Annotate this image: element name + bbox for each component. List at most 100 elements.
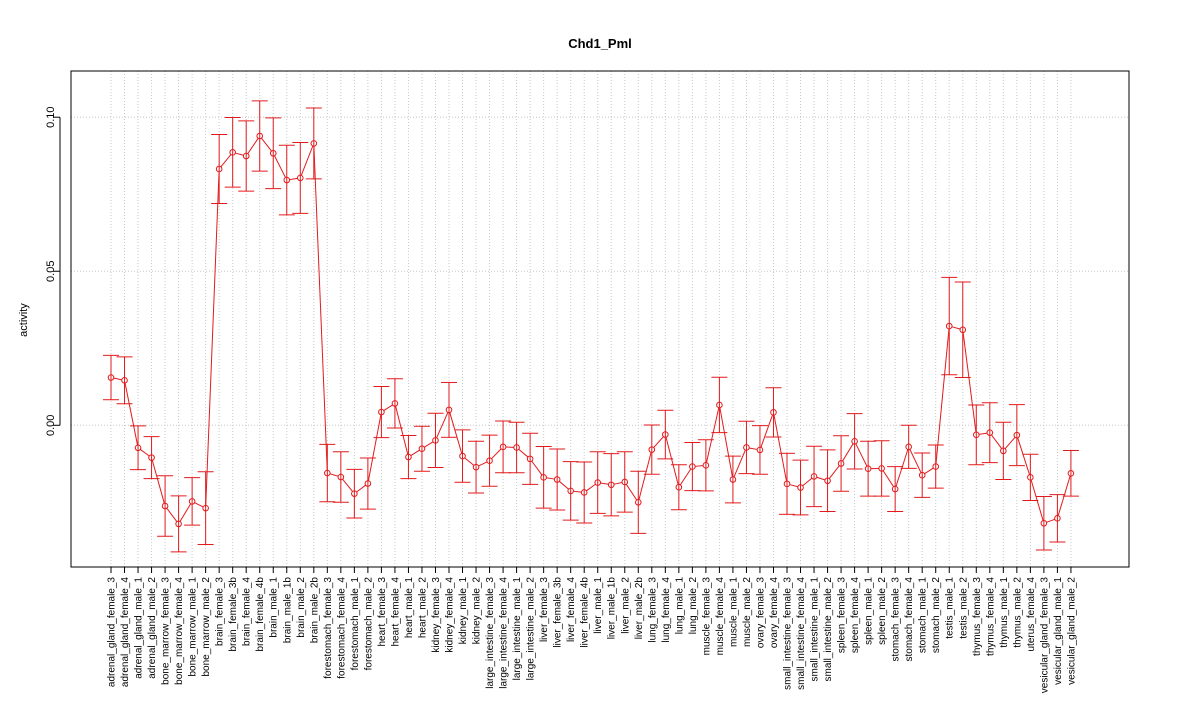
x-tick-label: muscle_female_4: [715, 577, 726, 656]
series-line-segment: [802, 477, 813, 487]
x-tick-label: brain_male_2: [296, 577, 307, 638]
x-tick-label: forestomach_male_2: [363, 577, 374, 671]
data-point: [729, 476, 737, 483]
data-point: [134, 444, 142, 452]
x-tick-label: large_intestine_female_4: [499, 577, 510, 689]
series-line-segment: [719, 407, 733, 477]
series-line-segment: [1030, 479, 1044, 521]
series-line-segment: [679, 468, 692, 486]
x-tick-label: brain_female_3: [215, 577, 226, 646]
x-tick-label: thymus_female_4: [985, 577, 996, 656]
series-line-segment: [531, 460, 543, 476]
data-point: [662, 431, 669, 438]
data-point: [797, 484, 804, 491]
series-line-segment: [749, 447, 758, 450]
series-line-segment: [140, 449, 150, 457]
chart-title: Chd1_Pml: [568, 36, 632, 51]
x-tick-label: large_intestine_male_1: [512, 577, 523, 681]
x-tick-label: adrenal_gland_male_2: [147, 577, 158, 679]
series-line-segment: [313, 146, 328, 471]
data-point: [932, 463, 940, 470]
x-tick-label: liver_female_4b: [580, 577, 591, 648]
series-line-segment: [665, 437, 679, 485]
series-line-segment: [882, 470, 895, 487]
series-line-segment: [274, 155, 286, 178]
series-line-segment: [828, 465, 840, 479]
x-tick-label: vesicular_gland_male_2: [1066, 577, 1077, 685]
data-point: [418, 445, 426, 452]
series-line-segment: [166, 507, 178, 522]
series-line-segment: [600, 482, 609, 485]
data-point: [1054, 515, 1061, 522]
y-axis-label: activity: [18, 303, 30, 337]
data-point: [445, 406, 453, 414]
series-line-segment: [464, 457, 475, 466]
data-point: [161, 502, 169, 510]
series-line-segment: [991, 434, 1003, 449]
data-point: [580, 489, 588, 496]
series-line-segment: [706, 407, 720, 463]
data-point: [310, 140, 318, 147]
x-tick-label: lung_female_3: [647, 577, 658, 643]
series-line-segment: [789, 484, 798, 488]
series-line-segment: [395, 406, 409, 455]
data-point: [986, 429, 994, 436]
series-line-segment: [367, 414, 382, 481]
x-tick-label: uterus_female_4: [1026, 577, 1037, 652]
series-line-segment: [909, 449, 922, 473]
x-tick-label: spleen_male_1: [864, 577, 875, 645]
data-point: [188, 498, 196, 505]
data-point: [499, 443, 507, 451]
series-line-segment: [329, 473, 339, 477]
data-point: [567, 487, 574, 495]
x-tick-label: stomach_male_1: [918, 577, 929, 654]
data-point: [607, 481, 615, 489]
series-line-segment: [289, 177, 298, 181]
x-tick-label: ovary_female_4: [769, 577, 780, 649]
series-line-segment: [491, 448, 502, 460]
x-tick-label: liver_male_1: [593, 577, 604, 634]
data-point: [634, 499, 642, 506]
data-point: [905, 443, 912, 451]
series-line-segment: [842, 443, 854, 462]
data-point: [648, 446, 656, 453]
series-line-segment: [951, 326, 961, 330]
x-tick-label: heart_female_3: [377, 577, 388, 647]
data-point: [945, 322, 953, 330]
data-point: [296, 174, 304, 182]
x-tick-label: lung_male_2: [688, 577, 699, 635]
series-line-segment: [924, 467, 934, 475]
data-point: [526, 455, 534, 463]
x-tick-label: lung_male_1: [674, 577, 685, 635]
series-line-segment: [816, 476, 826, 481]
data-point: [1000, 447, 1007, 455]
series-line-segment: [638, 452, 652, 500]
data-point: [283, 176, 291, 184]
data-point: [716, 401, 723, 409]
series-line-segment: [558, 480, 569, 490]
data-point: [756, 446, 764, 454]
data-point: [324, 469, 331, 477]
x-tick-label: bone_marrow_female_3: [161, 577, 172, 685]
data-point: [675, 483, 683, 491]
x-tick-label: testis_male_1: [945, 577, 956, 639]
data-point: [837, 460, 845, 467]
grid: [71, 71, 1129, 567]
y-tick-label: 0.10: [45, 107, 57, 128]
x-tick-label: testis_male_2: [958, 577, 969, 639]
data-point: [148, 454, 155, 461]
data-point: [107, 374, 115, 381]
plot-frame: [70, 70, 1130, 568]
data-point: [242, 152, 250, 160]
x-tick-label: brain_male_1b: [282, 577, 293, 644]
y-axis: 0.00 0.05 0.10: [45, 107, 1072, 573]
series-line-segment: [962, 332, 977, 433]
data-point: [810, 473, 818, 480]
series-line-segment: [1046, 518, 1055, 523]
series-line-segment: [424, 441, 434, 448]
series-line-segment: [205, 171, 220, 506]
x-tick-label: small_intestine_male_1: [810, 577, 821, 682]
series-line-segment: [625, 484, 638, 501]
data-point: [121, 377, 128, 384]
series-line-segment: [573, 490, 582, 493]
